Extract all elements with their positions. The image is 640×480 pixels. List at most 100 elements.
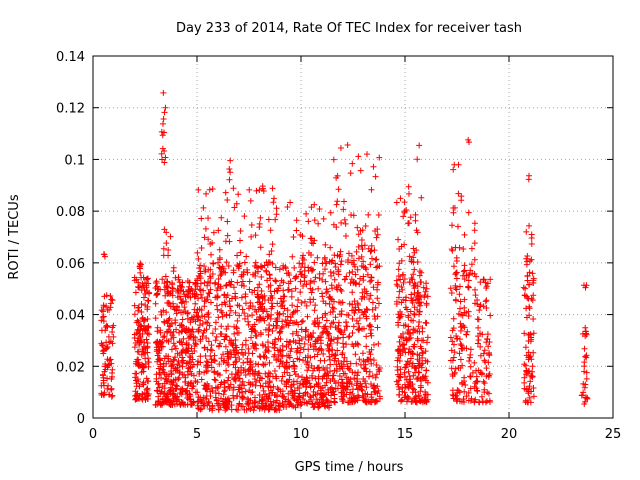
data-point <box>100 251 107 258</box>
data-point <box>321 324 328 331</box>
data-point <box>215 383 222 390</box>
x-tick-labels: 0 5 10 15 20 25 <box>89 427 621 442</box>
data-point <box>301 278 308 285</box>
data-point <box>225 263 232 270</box>
data-point <box>455 310 462 317</box>
data-point <box>161 129 168 136</box>
data-point <box>132 360 139 367</box>
data-point <box>219 313 226 320</box>
data-point <box>418 194 425 201</box>
data-point <box>208 347 215 354</box>
data-point <box>346 380 353 387</box>
data-point <box>478 370 485 377</box>
data-point <box>270 398 277 405</box>
data-point <box>423 285 430 292</box>
data-point <box>191 343 198 350</box>
data-point <box>240 351 247 358</box>
data-point <box>189 350 196 357</box>
data-point <box>453 332 460 339</box>
data-point <box>447 357 454 364</box>
data-point <box>186 327 193 334</box>
data-point <box>138 351 145 358</box>
data-point <box>298 318 305 325</box>
data-point <box>227 303 234 310</box>
data-point <box>144 330 151 337</box>
data-point <box>360 258 367 265</box>
data-point <box>291 319 298 326</box>
data-point <box>217 283 224 290</box>
data-point <box>226 176 233 183</box>
data-point <box>274 392 281 399</box>
data-point <box>298 401 305 408</box>
data-point <box>357 361 364 368</box>
data-point <box>365 245 372 252</box>
data-point <box>232 293 239 300</box>
data-point <box>364 151 371 158</box>
data-point <box>329 372 336 379</box>
data-point <box>311 365 318 372</box>
data-point <box>466 354 473 361</box>
data-point <box>359 246 366 253</box>
data-point <box>175 357 182 364</box>
data-point <box>401 369 408 376</box>
data-point <box>370 284 377 291</box>
data-point <box>182 293 189 300</box>
data-point <box>225 395 232 402</box>
data-point <box>248 221 255 228</box>
data-point <box>395 266 402 273</box>
data-point <box>456 336 463 343</box>
data-point <box>292 275 299 282</box>
data-point <box>453 286 460 293</box>
x-tick-label: 0 <box>89 427 97 442</box>
data-point <box>170 328 177 335</box>
data-point <box>281 369 288 376</box>
data-point <box>185 365 192 372</box>
data-point <box>394 371 401 378</box>
data-point <box>247 197 254 204</box>
data-point <box>292 308 299 315</box>
data-point <box>350 257 357 264</box>
data-point <box>162 104 169 111</box>
data-point <box>310 346 317 353</box>
data-point <box>317 340 324 347</box>
data-point <box>167 358 174 365</box>
data-point <box>478 393 485 400</box>
data-point <box>401 209 408 216</box>
data-point <box>199 313 206 320</box>
data-point <box>221 291 228 298</box>
data-point <box>292 285 299 292</box>
data-point <box>256 377 263 384</box>
data-point <box>305 346 312 353</box>
data-point <box>276 266 283 273</box>
data-point <box>352 351 359 358</box>
data-point <box>373 234 380 241</box>
data-point <box>287 317 294 324</box>
data-point <box>245 321 252 328</box>
data-point <box>335 186 342 193</box>
data-point <box>217 265 224 272</box>
data-point <box>339 365 346 372</box>
data-point <box>448 365 455 372</box>
data-point <box>183 340 190 347</box>
data-point <box>265 395 272 402</box>
data-point <box>165 246 172 253</box>
data-point <box>371 399 378 406</box>
data-point <box>234 279 241 286</box>
data-point <box>327 323 334 330</box>
data-point <box>526 331 533 338</box>
data-point <box>471 359 478 366</box>
data-point <box>198 215 205 222</box>
data-point <box>249 381 256 388</box>
data-point <box>259 300 266 307</box>
data-point <box>105 391 112 398</box>
data-point <box>154 291 161 298</box>
data-point <box>292 339 299 346</box>
data-point <box>98 317 105 324</box>
data-point <box>287 383 294 390</box>
data-point <box>583 369 590 376</box>
data-point <box>194 379 201 386</box>
data-point <box>523 314 530 321</box>
data-point <box>177 390 184 397</box>
data-point <box>217 272 224 279</box>
data-point <box>102 363 109 370</box>
